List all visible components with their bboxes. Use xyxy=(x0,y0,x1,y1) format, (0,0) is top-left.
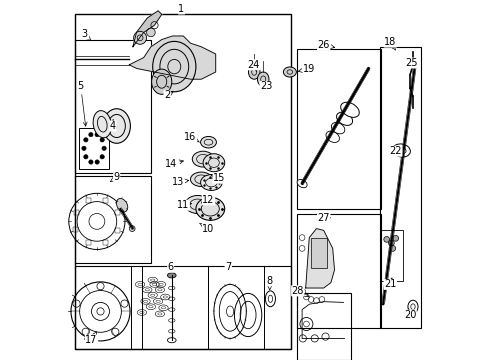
Polygon shape xyxy=(133,11,162,47)
Bar xyxy=(310,238,326,268)
Ellipse shape xyxy=(200,175,222,190)
Ellipse shape xyxy=(325,131,339,143)
Text: 8: 8 xyxy=(266,276,272,290)
Bar xyxy=(75,40,151,173)
Text: 12: 12 xyxy=(202,195,214,205)
Bar xyxy=(379,230,403,281)
Polygon shape xyxy=(305,229,334,288)
Ellipse shape xyxy=(192,151,213,167)
Circle shape xyxy=(389,246,395,251)
Text: 21: 21 xyxy=(384,278,396,289)
Text: 16: 16 xyxy=(184,132,199,142)
Bar xyxy=(85,240,90,245)
Text: 22: 22 xyxy=(388,146,401,156)
Ellipse shape xyxy=(93,111,111,138)
Circle shape xyxy=(88,132,93,137)
Text: 24: 24 xyxy=(247,60,259,71)
Text: 3: 3 xyxy=(81,29,91,41)
Text: 4: 4 xyxy=(110,120,116,131)
Text: 27: 27 xyxy=(317,213,330,223)
Ellipse shape xyxy=(248,65,260,79)
Circle shape xyxy=(112,126,116,130)
Bar xyxy=(131,266,208,349)
Ellipse shape xyxy=(331,122,344,134)
Ellipse shape xyxy=(196,197,224,220)
Circle shape xyxy=(383,237,389,242)
Circle shape xyxy=(387,240,393,246)
Circle shape xyxy=(83,155,88,159)
Ellipse shape xyxy=(116,198,127,212)
Bar xyxy=(296,49,381,209)
Text: 2: 2 xyxy=(163,90,173,100)
Bar xyxy=(75,266,291,349)
Ellipse shape xyxy=(190,172,212,186)
Ellipse shape xyxy=(103,109,130,143)
Polygon shape xyxy=(129,36,215,79)
Ellipse shape xyxy=(257,72,268,86)
Bar xyxy=(73,228,78,233)
Text: 10: 10 xyxy=(199,223,214,234)
Bar xyxy=(208,266,264,349)
Bar xyxy=(75,266,142,349)
Ellipse shape xyxy=(152,41,196,92)
Text: 7: 7 xyxy=(224,262,231,272)
Circle shape xyxy=(100,138,104,142)
Ellipse shape xyxy=(336,112,352,125)
Text: 1: 1 xyxy=(178,4,184,14)
Circle shape xyxy=(95,132,99,137)
Circle shape xyxy=(100,155,104,159)
Circle shape xyxy=(392,235,398,241)
Bar xyxy=(296,214,381,328)
Text: 18: 18 xyxy=(384,37,396,50)
Circle shape xyxy=(146,28,155,37)
Circle shape xyxy=(83,138,88,142)
Text: 28: 28 xyxy=(291,286,308,297)
Text: 9: 9 xyxy=(110,172,120,182)
Text: 25: 25 xyxy=(405,58,417,68)
Circle shape xyxy=(95,160,99,164)
Bar xyxy=(86,198,91,203)
Ellipse shape xyxy=(283,67,296,77)
Circle shape xyxy=(133,31,146,44)
Bar xyxy=(115,228,120,233)
Text: 20: 20 xyxy=(403,309,415,320)
Ellipse shape xyxy=(167,273,176,278)
Bar xyxy=(79,128,109,169)
Text: 13: 13 xyxy=(171,177,188,187)
Text: 15: 15 xyxy=(211,173,225,183)
Circle shape xyxy=(88,160,93,164)
Ellipse shape xyxy=(203,154,224,172)
Text: 5: 5 xyxy=(78,81,87,126)
Circle shape xyxy=(129,226,135,231)
Text: 23: 23 xyxy=(260,81,272,91)
Bar xyxy=(75,14,291,349)
Bar xyxy=(115,210,120,215)
Ellipse shape xyxy=(392,144,409,157)
Circle shape xyxy=(102,146,106,150)
Ellipse shape xyxy=(340,102,359,117)
Text: 17: 17 xyxy=(85,332,98,345)
Bar xyxy=(296,293,350,360)
Bar xyxy=(379,47,420,328)
Ellipse shape xyxy=(200,136,216,148)
Circle shape xyxy=(81,146,86,150)
Ellipse shape xyxy=(151,69,171,94)
Text: 14: 14 xyxy=(164,159,183,169)
Text: 26: 26 xyxy=(317,40,334,50)
Bar xyxy=(103,198,108,203)
Bar xyxy=(102,240,108,245)
Text: 6: 6 xyxy=(167,262,173,272)
Bar xyxy=(73,210,79,215)
Text: 11: 11 xyxy=(177,200,191,210)
Ellipse shape xyxy=(297,180,306,188)
Ellipse shape xyxy=(185,195,210,213)
Bar xyxy=(75,176,151,263)
Text: 19: 19 xyxy=(298,64,315,74)
